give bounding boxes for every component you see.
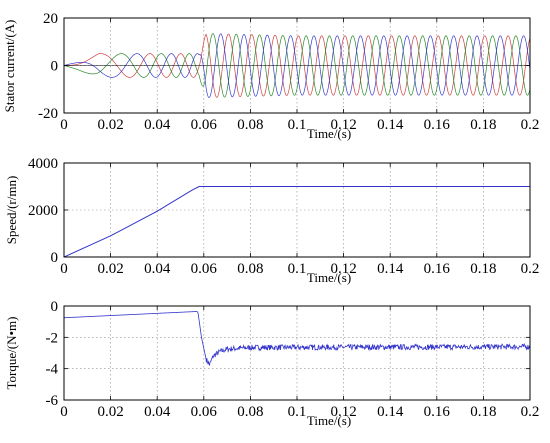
x-tick-label: 0.1	[288, 117, 307, 133]
x-tick-label: 0.02	[97, 117, 123, 133]
plot-area	[64, 311, 530, 366]
x-tick-label: 0.12	[330, 117, 356, 133]
y-axis-label: Stator current/(A)	[2, 20, 17, 113]
y-tick-label: -4	[46, 362, 59, 378]
x-tick-label: 0.16	[424, 404, 451, 420]
y-axis-label: Speed/(r/mn)	[4, 176, 19, 245]
y-tick-label: -2	[46, 330, 59, 346]
x-axis-label: Time/(s)	[307, 126, 351, 141]
y-tick-label: 2000	[28, 203, 58, 219]
x-tick-label: 0.1	[288, 261, 307, 277]
x-tick-label: 0.02	[97, 404, 123, 420]
x-tick-label: 0.04	[144, 404, 171, 420]
x-tick-label: 0	[60, 404, 68, 420]
x-tick-label: 0.06	[191, 404, 218, 420]
y-tick-label: 0	[51, 299, 59, 315]
x-axis-label: Time/(s)	[307, 270, 351, 285]
x-tick-label: 0.18	[470, 117, 496, 133]
y-tick-label: 20	[43, 11, 58, 27]
current-phase-1	[64, 33, 530, 98]
x-tick-label: 0.08	[237, 261, 263, 277]
x-tick-label: 0.2	[521, 404, 540, 420]
y-tick-label: -20	[38, 106, 58, 122]
x-tick-label: 0	[60, 117, 68, 133]
plot-frame	[63, 305, 531, 401]
speed-series	[64, 186, 530, 257]
x-tick-label: 0.2	[521, 117, 540, 133]
torque-series	[64, 311, 530, 366]
y-tick-label: 0	[51, 59, 59, 75]
x-tick-label: 0.08	[237, 117, 263, 133]
y-tick-label: 0	[51, 250, 59, 266]
x-tick-label: 0.04	[144, 117, 171, 133]
plot-area	[64, 33, 530, 98]
current-phase-2	[64, 33, 530, 98]
chart-panel-1: 0 0.02 0.04 0.06 0.08 0.1 0.12 0.14 0.16 0.18 0.2 -…	[2, 11, 539, 141]
x-tick-label: 0.12	[330, 404, 356, 420]
current-phase-3	[64, 33, 530, 98]
x-tick-label: 0.2	[521, 261, 540, 277]
y-tick-label: -6	[46, 393, 59, 409]
x-tick-label: 0.14	[377, 117, 404, 133]
plot-area	[64, 186, 530, 257]
x-tick-label: 0.02	[97, 261, 123, 277]
x-tick-label: 0.06	[191, 117, 218, 133]
x-tick-label: 0.04	[144, 261, 171, 277]
x-tick-label: 0.1	[288, 404, 307, 420]
x-tick-label: 0.06	[191, 261, 218, 277]
x-tick-label: 0.14	[377, 404, 404, 420]
x-tick-label: 0.16	[424, 117, 451, 133]
x-tick-label: 0	[60, 261, 68, 277]
chart-panel-2: 0 0.02 0.04 0.06 0.08 0.1 0.12 0.14 0.16 0.18 0.2 0…	[4, 156, 539, 285]
y-tick-label: 4000	[28, 156, 58, 172]
x-tick-label: 0.08	[237, 404, 263, 420]
chart-panel-3: 0 0.02 0.04 0.06 0.08 0.1 0.12 0.14 0.16 0.18 0.2 -…	[4, 299, 539, 428]
x-axis-label: Time/(s)	[307, 413, 351, 428]
y-axis-label: Torque/(N•m)	[4, 317, 19, 390]
x-tick-label: 0.14	[377, 261, 404, 277]
x-tick-label: 0.18	[470, 261, 496, 277]
x-tick-label: 0.12	[330, 261, 356, 277]
x-tick-label: 0.16	[424, 261, 451, 277]
x-tick-label: 0.18	[470, 404, 496, 420]
